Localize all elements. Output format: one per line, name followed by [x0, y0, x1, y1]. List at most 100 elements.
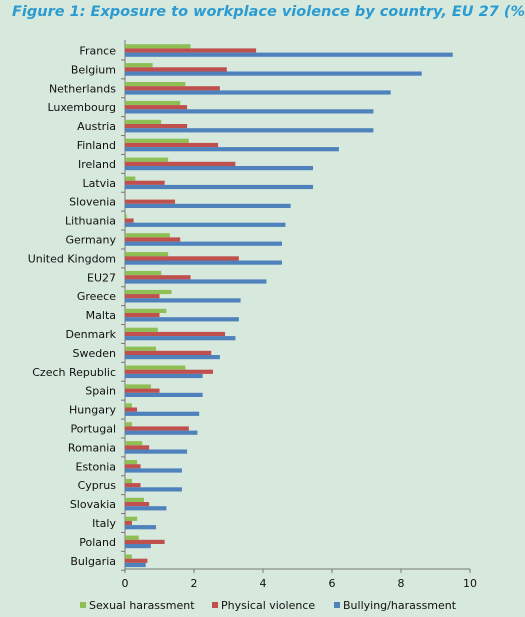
bar-bullying-harassment: [125, 392, 203, 397]
bar-sexual-harassment: [125, 289, 172, 295]
bar-bullying-harassment: [125, 90, 391, 95]
bar-physical-violence: [125, 218, 134, 223]
bar-bullying-harassment: [125, 260, 282, 265]
category-label: Denmark: [65, 328, 116, 341]
bar-physical-violence: [125, 464, 141, 469]
bar-bullying-harassment: [125, 487, 182, 492]
bar-sexual-harassment: [125, 271, 162, 276]
bar-physical-violence: [125, 105, 188, 110]
bar-sexual-harassment: [125, 214, 127, 219]
bar-physical-violence: [125, 67, 227, 72]
category-label: Austria: [77, 120, 116, 133]
category-label: Portugal: [70, 423, 116, 436]
bar-physical-violence: [125, 294, 160, 299]
bar-bullying-harassment: [125, 241, 282, 246]
category-label: EU27: [87, 271, 116, 284]
category-label: United Kingdom: [28, 252, 116, 265]
bar-sexual-harassment: [125, 119, 162, 124]
x-tick-label: 8: [398, 577, 405, 590]
bar-physical-violence: [125, 124, 188, 129]
bar-sexual-harassment: [125, 554, 132, 559]
bar-bullying-harassment: [125, 373, 203, 379]
bar-sexual-harassment: [125, 233, 170, 238]
x-tick-label: 6: [329, 577, 336, 590]
bar-bullying-harassment: [125, 449, 188, 454]
category-label: Cyprus: [78, 479, 117, 492]
bar-sexual-harassment: [125, 478, 132, 484]
bar-sexual-harassment: [125, 63, 153, 68]
bar-sexual-harassment: [125, 365, 186, 370]
x-tick-label: 0: [122, 577, 129, 590]
bar-sexual-harassment: [125, 384, 151, 389]
category-label: Italy: [92, 517, 116, 530]
bar-sexual-harassment: [125, 157, 169, 162]
bar-sexual-harassment: [125, 138, 189, 143]
category-label: Slovakia: [70, 498, 116, 511]
bar-physical-violence: [125, 256, 239, 261]
bar-bullying-harassment: [125, 525, 157, 530]
chart-title: Figure 1: Exposure to workplace violence…: [12, 4, 525, 20]
bar-bullying-harassment: [125, 203, 291, 208]
bar-physical-violence: [125, 275, 191, 280]
bar-bullying-harassment: [125, 147, 339, 152]
bar-physical-violence: [125, 502, 150, 507]
x-tick-label: 10: [463, 577, 477, 590]
bar-physical-violence: [125, 86, 220, 91]
bar-bullying-harassment: [125, 355, 220, 360]
category-label: France: [79, 45, 116, 58]
bar-sexual-harassment: [125, 403, 132, 408]
bar-sexual-harassment: [125, 422, 132, 427]
x-tick-label: 4: [260, 577, 267, 590]
category-label: Ireland: [78, 158, 116, 171]
bar-bullying-harassment: [125, 317, 239, 322]
bar-bullying-harassment: [125, 52, 453, 57]
bar-sexual-harassment: [125, 441, 143, 446]
category-label: Slovenia: [69, 196, 116, 209]
bar-physical-violence: [125, 199, 176, 204]
bar-bullying-harassment: [125, 166, 314, 171]
category-label: Czech Republic: [32, 366, 116, 379]
category-label: Latvia: [83, 177, 117, 190]
bar-bullying-harassment: [125, 544, 151, 549]
legend-label: Sexual harassment: [89, 599, 195, 612]
bar-bullying-harassment: [125, 128, 374, 133]
bar-sexual-harassment: [125, 176, 136, 181]
legend-swatch-bullying-harassment: [334, 602, 340, 608]
bar-sexual-harassment: [125, 346, 157, 351]
category-label: Sweden: [73, 347, 116, 360]
legend-label: Physical violence: [221, 599, 315, 612]
bar-sexual-harassment: [125, 100, 181, 106]
legend-swatch-physical-violence: [212, 602, 218, 608]
category-label: Poland: [79, 536, 116, 549]
bar-bullying-harassment: [125, 71, 422, 76]
bar-sexual-harassment: [125, 44, 191, 49]
bar-physical-violence: [125, 48, 257, 53]
category-label: Spain: [85, 385, 116, 398]
bar-bullying-harassment: [125, 430, 198, 435]
category-label: Malta: [86, 309, 116, 322]
bar-physical-violence: [125, 313, 160, 318]
bar-physical-violence: [125, 331, 226, 337]
bar-sexual-harassment: [125, 460, 138, 465]
bar-bullying-harassment: [125, 562, 146, 568]
bar-physical-violence: [125, 407, 138, 412]
bar-sexual-harassment: [125, 497, 144, 502]
x-tick-label: 2: [191, 577, 198, 590]
bar-physical-violence: [125, 426, 189, 431]
bar-bullying-harassment: [125, 184, 314, 190]
category-label: Netherlands: [49, 82, 116, 95]
bar-sexual-harassment: [125, 327, 158, 332]
category-label: Estonia: [76, 460, 117, 473]
bar-sexual-harassment: [125, 516, 138, 521]
bar-physical-violence: [125, 369, 213, 374]
bar-sexual-harassment: [125, 82, 186, 87]
bar-bullying-harassment: [125, 279, 267, 284]
category-label: Lithuania: [65, 215, 116, 228]
bar-sexual-harassment: [125, 535, 139, 540]
bar-physical-violence: [125, 445, 150, 450]
bar-physical-violence: [125, 539, 165, 544]
category-label: Germany: [65, 234, 116, 247]
bar-physical-violence: [125, 558, 148, 563]
bar-bullying-harassment: [125, 222, 286, 227]
bar-physical-violence: [125, 161, 236, 166]
